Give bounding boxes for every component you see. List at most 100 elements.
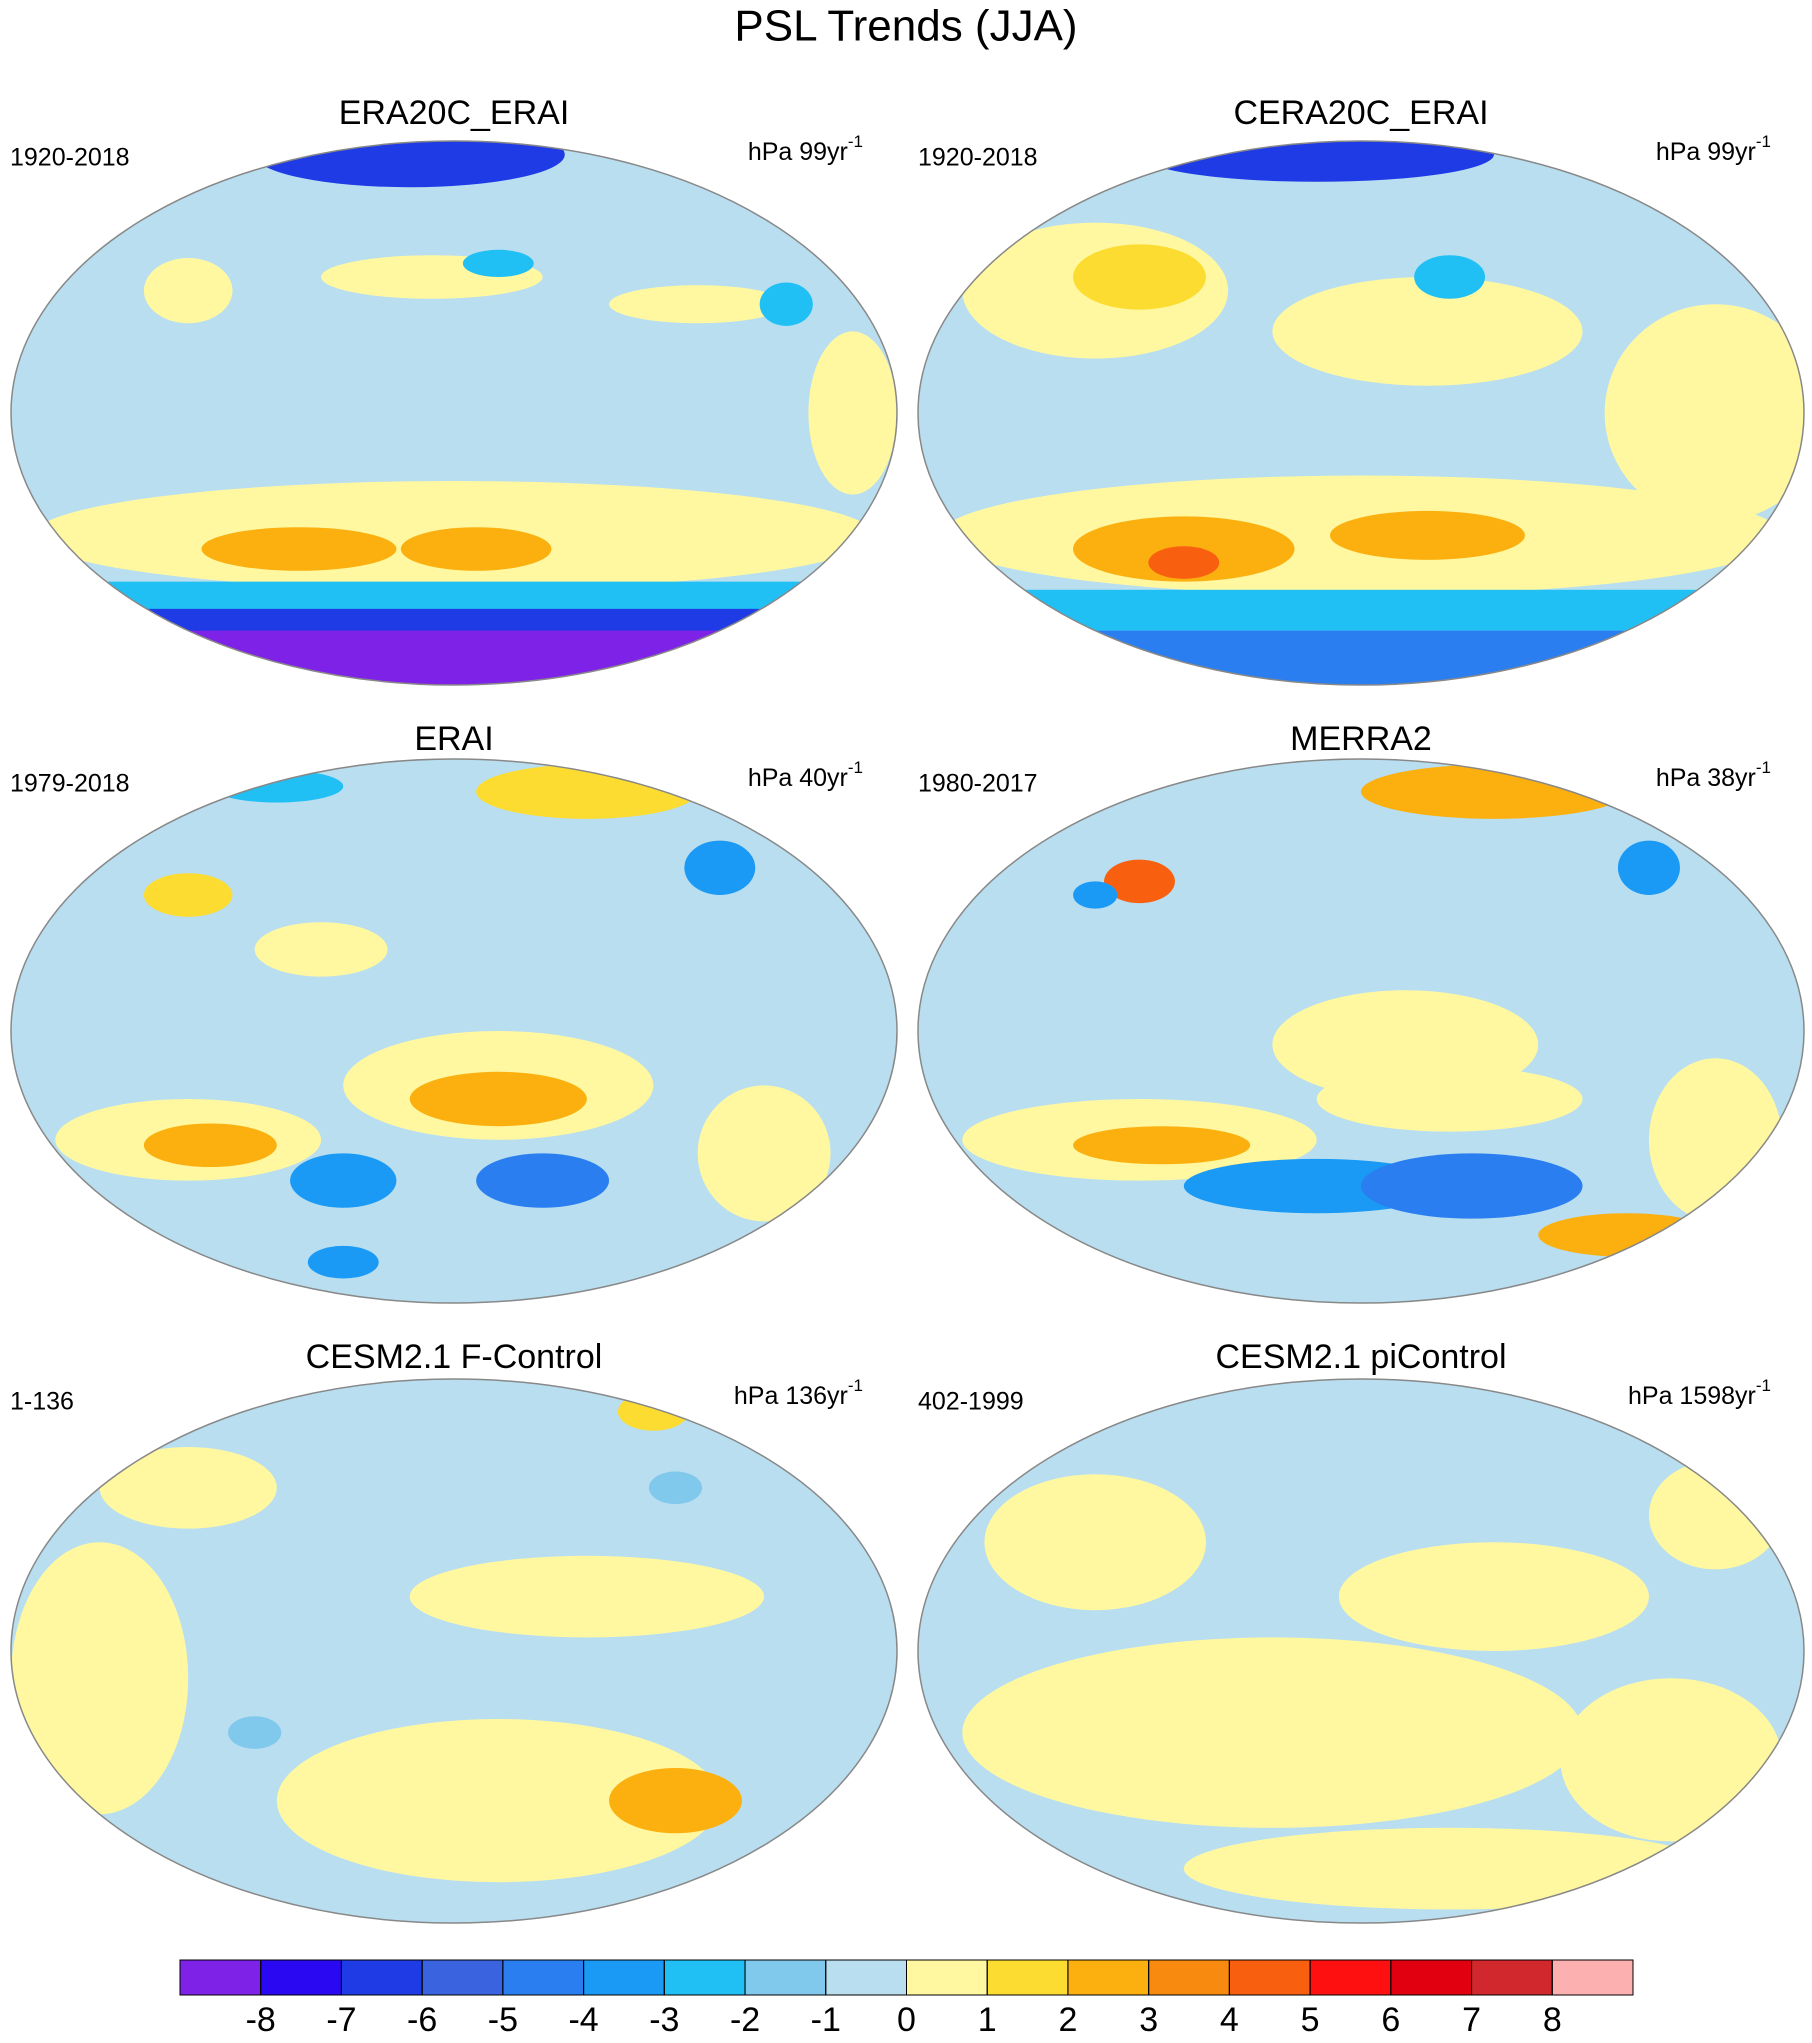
map-outline — [917, 758, 1805, 1304]
panel-title: CESM2.1 piControl — [1215, 1338, 1506, 1376]
contour-region — [1338, 1542, 1649, 1651]
contour-region — [684, 840, 756, 895]
contour-region — [400, 527, 552, 571]
units-label: hPa 99yr-1 — [748, 132, 863, 165]
colorbar-label: 7 — [1462, 2001, 1481, 2039]
contour-region — [1148, 546, 1220, 579]
contour-region — [1604, 304, 1804, 522]
units-exponent: -1 — [848, 1376, 863, 1395]
period-label: 1980-2017 — [918, 770, 1038, 798]
colorbar-box — [340, 1959, 423, 1996]
units-label: hPa 136yr-1 — [734, 1376, 863, 1409]
contour-region — [1538, 1213, 1716, 1257]
colorbar-label: -8 — [246, 2001, 276, 2039]
map-outline — [10, 140, 898, 686]
units-exponent: -1 — [848, 132, 863, 151]
units-exponent: -1 — [1756, 1376, 1771, 1395]
units: hPa 1598yr — [1628, 1382, 1756, 1410]
contour-region — [1361, 764, 1627, 819]
colorbar-box — [1067, 1959, 1150, 1996]
period-label: 1979-2018 — [10, 770, 130, 798]
colorbar-label: -7 — [326, 2001, 356, 2039]
panel-title: CESM2.1 F-Control — [306, 1338, 603, 1376]
panel-title: CERA20C_ERAI — [1233, 94, 1488, 132]
figure-title: PSL Trends (JJA) — [734, 2, 1077, 51]
units-label: hPa 38yr-1 — [1656, 758, 1771, 791]
contour-region — [1560, 1678, 1782, 1842]
colorbar-label: 8 — [1543, 2001, 1562, 2039]
contour-region — [1073, 1126, 1251, 1165]
colorbar-label: -5 — [488, 2001, 518, 2039]
units-exponent: -1 — [1756, 758, 1771, 777]
contour-region — [1361, 1153, 1583, 1219]
colorbar-label: -1 — [811, 2001, 841, 2039]
contour-region — [476, 1153, 610, 1208]
contour-region — [1648, 1058, 1782, 1222]
colorbar-box — [1471, 1959, 1553, 1996]
contour-region — [290, 1153, 397, 1208]
contour-region — [648, 1471, 703, 1505]
colorbar-box — [260, 1959, 342, 1996]
contour-region — [1139, 141, 1494, 182]
contour-region — [99, 1447, 277, 1529]
contour-region — [984, 1474, 1206, 1611]
contour-region — [143, 873, 233, 917]
units-label: hPa 40yr-1 — [748, 758, 863, 791]
colorbar-box — [1148, 1959, 1230, 1996]
contour-region — [1104, 859, 1175, 904]
period-label: 402-1999 — [918, 1388, 1024, 1416]
colorbar-label: 6 — [1381, 2001, 1400, 2039]
contour-region — [409, 1555, 765, 1638]
contour-region — [1183, 1827, 1716, 1910]
contour-region — [1272, 277, 1583, 386]
contour-region — [962, 1637, 1583, 1828]
units-exponent: -1 — [848, 758, 863, 777]
units: hPa 136yr — [734, 1382, 848, 1410]
colorbar-box — [663, 1959, 746, 1996]
contour-region — [210, 769, 344, 803]
units-label: hPa 99yr-1 — [1656, 132, 1771, 165]
colorbar-box — [502, 1959, 585, 1996]
contour-region — [307, 1245, 379, 1279]
contour-region — [254, 141, 565, 188]
colorbar-label: 1 — [978, 2001, 997, 2039]
period-label: 1920-2018 — [918, 144, 1038, 172]
map — [11, 141, 897, 685]
colorbar-box — [179, 1959, 262, 1996]
contour-region — [1073, 881, 1118, 909]
contour-region — [1316, 1066, 1583, 1132]
contour-region — [1617, 840, 1680, 895]
units: hPa 99yr — [748, 138, 848, 166]
colorbar-box — [1309, 1959, 1392, 1996]
colorbar-box — [986, 1959, 1069, 1996]
contour-region — [697, 1085, 831, 1222]
contour-region — [228, 1716, 282, 1749]
map — [918, 1379, 1804, 1923]
contour-region — [254, 922, 388, 977]
map — [11, 1379, 897, 1923]
period-label: 1-136 — [10, 1388, 74, 1416]
map-outline — [917, 140, 1805, 686]
contour-region — [462, 249, 534, 277]
colorbar-box — [744, 1959, 827, 1996]
contour-region — [276, 1719, 720, 1883]
panel-title: ERA20C_ERAI — [339, 94, 570, 132]
colorbar-box — [1228, 1959, 1311, 1996]
contour-region — [143, 1123, 277, 1167]
contour-region — [201, 527, 397, 571]
colorbar-box — [583, 1959, 665, 1996]
units-label: hPa 1598yr-1 — [1628, 1376, 1771, 1409]
map-outline — [10, 758, 898, 1304]
contour-region — [918, 630, 1804, 685]
colorbar-label: -6 — [407, 2001, 437, 2039]
units: hPa 40yr — [748, 764, 848, 792]
colorbar-box — [1390, 1959, 1473, 1996]
contour-region — [609, 1767, 742, 1834]
map — [11, 759, 897, 1303]
colorbar-box — [906, 1959, 988, 1996]
colorbar-label: -3 — [649, 2001, 679, 2039]
contour-region — [1414, 255, 1486, 299]
map — [918, 759, 1804, 1303]
units-exponent: -1 — [1756, 132, 1771, 151]
